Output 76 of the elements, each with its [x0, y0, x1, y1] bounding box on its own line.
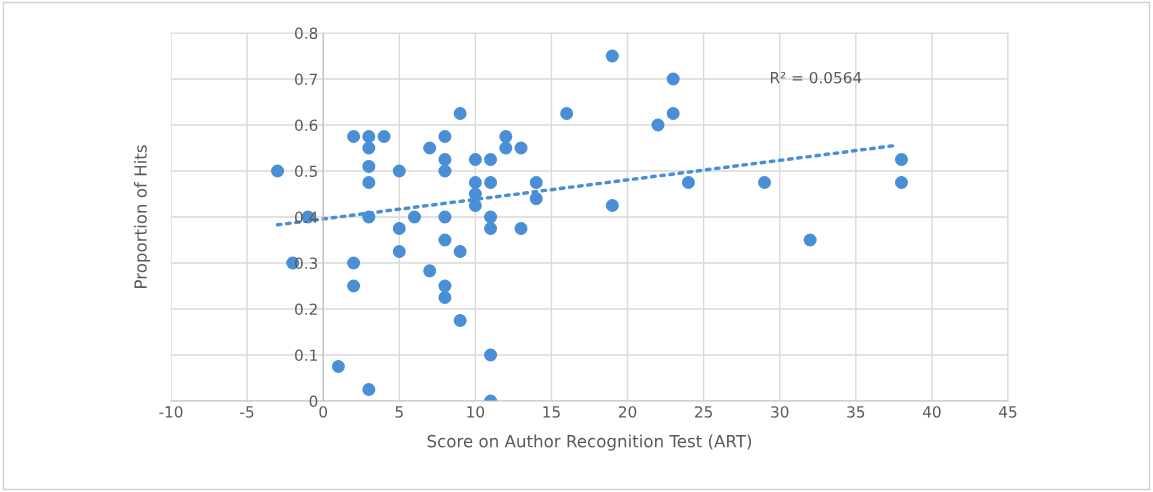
point — [484, 221, 498, 236]
x-tick-label: 10 — [467, 406, 485, 418]
x-tick-label: 40 — [922, 406, 941, 418]
point — [605, 198, 619, 213]
point — [331, 359, 345, 374]
y-tick-label: 0.8 — [295, 27, 318, 40]
point — [392, 221, 406, 236]
point — [666, 106, 680, 121]
x-tick-label: 5 — [395, 406, 403, 418]
point — [362, 175, 376, 190]
point — [894, 175, 908, 190]
point — [347, 279, 361, 293]
x-tick-label: 30 — [771, 406, 789, 418]
y-tick-label: 0.2 — [295, 303, 317, 316]
point — [894, 152, 908, 167]
x-tick-label: 15 — [543, 406, 560, 418]
point — [468, 187, 482, 201]
point — [484, 348, 498, 362]
point — [484, 210, 498, 224]
point — [453, 244, 467, 259]
y-tick-label: 0.5 — [295, 165, 317, 178]
point — [560, 106, 574, 121]
point — [347, 129, 361, 144]
point — [468, 152, 482, 167]
point — [484, 175, 498, 190]
annotation: R² = 0.0564 — [770, 71, 862, 84]
point — [438, 164, 452, 178]
point — [362, 141, 376, 155]
point — [362, 129, 376, 144]
point — [758, 175, 772, 190]
point — [666, 72, 680, 86]
point — [453, 313, 467, 328]
point — [605, 49, 619, 63]
point — [438, 279, 452, 293]
point — [651, 118, 665, 132]
point — [438, 233, 452, 247]
point — [468, 175, 482, 190]
y-tick-label: 0 — [309, 395, 318, 408]
y-axis-title: Proportion of Hits — [133, 145, 151, 288]
point — [271, 164, 285, 178]
point — [438, 152, 452, 167]
point — [499, 129, 513, 144]
x-tick-label: -5 — [240, 406, 254, 418]
x-tick-label: -10 — [159, 406, 183, 418]
y-tick-label: 0.1 — [295, 349, 317, 362]
point — [529, 192, 543, 206]
point — [468, 198, 482, 213]
point — [347, 256, 361, 270]
point — [499, 141, 513, 155]
point — [803, 233, 817, 247]
x-tick-label: 25 — [695, 406, 713, 418]
point — [484, 152, 498, 167]
point — [681, 175, 695, 190]
point — [423, 264, 437, 278]
x-tick-label: 0 — [319, 406, 328, 418]
point — [377, 129, 391, 144]
point — [392, 244, 406, 259]
y-tick-label: 0.6 — [295, 119, 318, 132]
point — [362, 210, 376, 224]
x-tick-label: 45 — [999, 406, 1017, 418]
x-axis-title: Score on Author Recognition Test (ART) — [427, 434, 752, 451]
point — [514, 221, 528, 236]
point — [423, 141, 437, 155]
point — [514, 141, 528, 155]
x-tick-label: 20 — [618, 406, 637, 418]
point — [407, 210, 421, 224]
point — [438, 210, 452, 224]
x-tick-label: 35 — [847, 406, 865, 418]
point — [438, 129, 452, 144]
point — [392, 164, 406, 178]
point — [362, 159, 376, 173]
point — [438, 290, 452, 305]
point — [362, 382, 376, 397]
y-tick-label: 0.7 — [295, 73, 318, 86]
point — [453, 106, 467, 121]
point — [529, 175, 543, 190]
